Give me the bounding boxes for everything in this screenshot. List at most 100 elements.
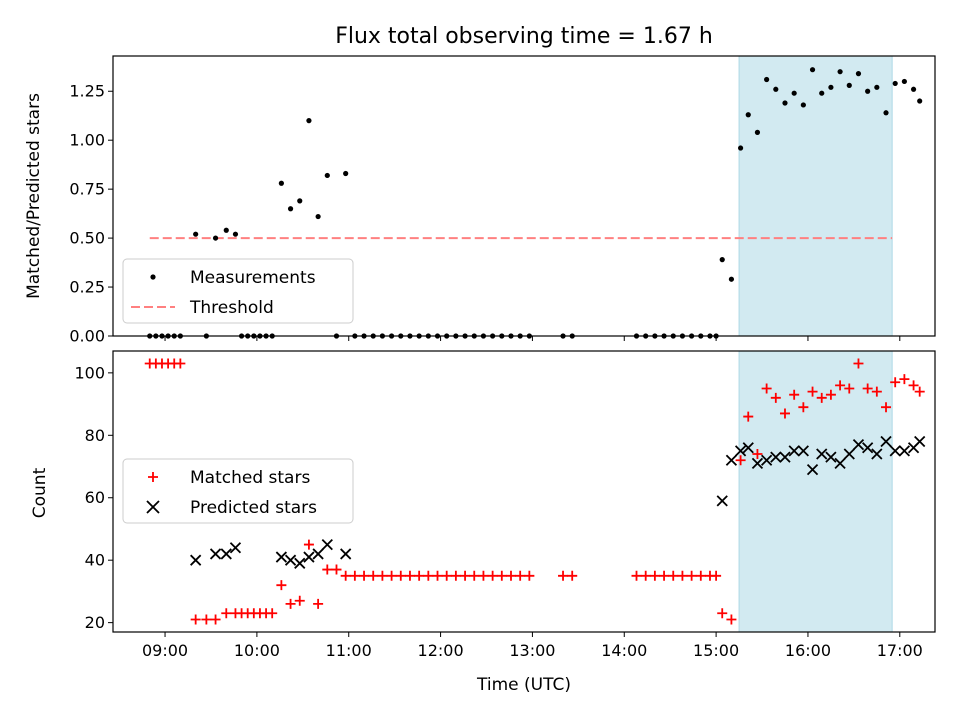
top-y-tick-label: 0.25 — [69, 278, 105, 297]
measurement-point — [287, 206, 294, 212]
top-legend-box — [122, 258, 354, 324]
x-axis-label: Time (UTC) — [476, 675, 571, 695]
top-y-tick-label: 0.00 — [69, 327, 105, 346]
matched-star-point — [835, 380, 846, 391]
legend-label: Measurements — [190, 268, 316, 288]
matched-star-point — [441, 570, 452, 581]
figure-title: Flux total observing time = 1.67 h — [335, 24, 713, 49]
bottom-y-tick-label: 20 — [85, 613, 105, 632]
matched-star-point — [735, 455, 746, 466]
matched-star-point — [469, 570, 480, 581]
measurement-point — [809, 67, 816, 73]
predicted-star-point — [284, 554, 297, 566]
legend-matched-marker — [148, 472, 158, 482]
legend-label: Predicted stars — [190, 498, 317, 518]
matched-star-point — [726, 614, 737, 625]
x-tick-label: 12:00 — [418, 641, 464, 660]
matched-star-point — [294, 595, 305, 606]
top-panel: 0.00 0.25 0.50 0.75 1.00 1.25 Measurements Thre… — [69, 55, 936, 346]
predicted-star-point — [806, 464, 819, 476]
matched-star-point — [899, 374, 910, 385]
matched-star-point — [377, 570, 388, 581]
matched-star-point — [640, 570, 651, 581]
bottom-y-tick-label: 80 — [85, 426, 105, 445]
bottom-y-tick-label: 40 — [85, 551, 105, 570]
predicted-star-point — [725, 454, 738, 466]
matched-star-point — [175, 358, 186, 369]
predicted-star-point — [770, 451, 782, 463]
legend-predicted-marker — [146, 500, 160, 514]
measurement-point — [343, 170, 349, 177]
matched-star-point — [349, 570, 360, 581]
matched-star-point — [210, 614, 221, 625]
matched-star-point — [450, 570, 461, 581]
matched-star-point — [770, 392, 781, 403]
legend-measurement-marker — [150, 274, 156, 280]
matched-star-point — [505, 570, 516, 581]
bottom-y-tick-label: 60 — [85, 488, 105, 507]
top-y-tick-label: 1.25 — [69, 82, 105, 101]
matched-star-point — [798, 402, 809, 413]
predicted-star-point — [229, 542, 242, 554]
measurement-point — [306, 118, 312, 124]
x-tick-label: 14:00 — [601, 641, 647, 660]
legend-label: Matched stars — [190, 468, 310, 488]
x-tick-label: 10:00 — [234, 641, 280, 660]
top-axes-frame — [112, 55, 936, 337]
predicted-star-point — [303, 551, 315, 563]
measurement-point — [800, 102, 806, 108]
matched-star-point — [487, 570, 498, 581]
measurement-point — [883, 110, 889, 116]
measurement-point — [193, 231, 199, 237]
matched-star-point — [668, 570, 679, 581]
matched-star-point — [496, 570, 507, 581]
top-y-tick-label: 0.75 — [69, 180, 105, 199]
matched-star-point — [190, 614, 201, 625]
predicted-star-point — [852, 439, 865, 451]
matched-star-point — [659, 570, 670, 581]
matched-star-point — [890, 377, 901, 388]
matched-star-point — [313, 598, 324, 609]
matched-star-point — [368, 570, 379, 581]
predicted-star-point — [914, 435, 926, 448]
matched-star-point — [908, 380, 919, 391]
predicted-star-point — [209, 548, 222, 560]
x-tick-label: 17:00 — [877, 641, 923, 660]
measurement-point — [874, 84, 880, 90]
predicted-star-point — [843, 448, 855, 460]
bottom-legend-box — [122, 458, 354, 524]
matched-star-point — [862, 383, 873, 394]
measurement-point — [782, 100, 788, 106]
matched-star-point — [761, 383, 772, 394]
matched-star-point — [386, 570, 397, 581]
measurement-point — [745, 112, 751, 118]
predicted-star-point — [880, 435, 892, 448]
matched-star-point — [631, 570, 642, 581]
predicted-star-point — [825, 451, 837, 463]
legend-label: Threshold — [189, 298, 274, 318]
top-y-tick-label: 1.00 — [69, 131, 105, 150]
predicted-star-point — [716, 495, 728, 507]
measurement-point — [754, 129, 761, 135]
matched-star-point — [677, 570, 688, 581]
measurement-point — [846, 82, 852, 88]
predicted-star-point — [898, 445, 911, 457]
measurement-point — [719, 257, 725, 263]
matched-star-point — [844, 383, 855, 394]
measurement-point — [223, 227, 229, 233]
matched-star-point — [303, 539, 314, 550]
matched-star-point — [221, 608, 232, 619]
matched-star-point — [567, 570, 578, 581]
matched-star-point — [460, 570, 471, 581]
matched-star-point — [558, 570, 569, 581]
x-tick-label: 13:00 — [509, 641, 555, 660]
matched-star-point — [871, 386, 882, 397]
measurement-point — [917, 98, 923, 104]
x-tick-label: 15:00 — [693, 641, 739, 660]
measurement-point — [728, 276, 735, 282]
matched-star-point — [816, 392, 827, 403]
measurement-point — [837, 69, 843, 75]
top-y-axis-label: Matched/Predicted stars — [24, 93, 44, 299]
matched-star-point — [649, 570, 660, 581]
matched-star-point — [340, 570, 351, 581]
